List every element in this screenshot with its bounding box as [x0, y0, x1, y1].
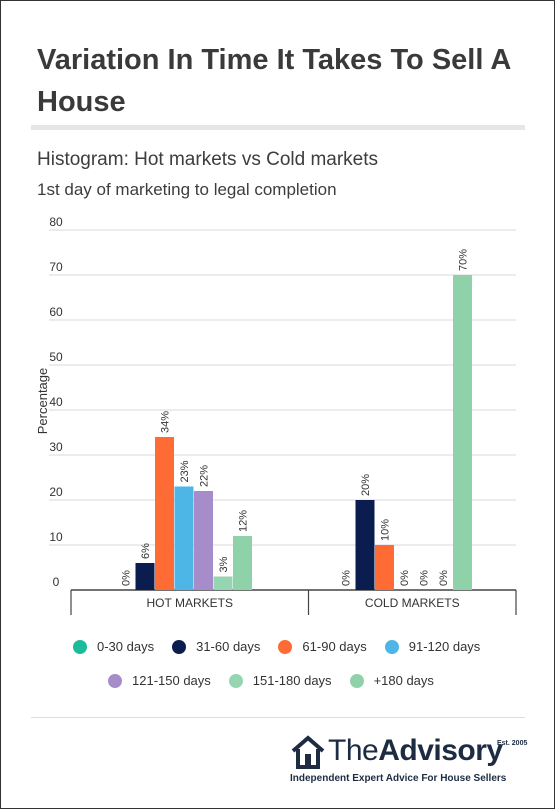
- legend-row-2: 121-150 days 151-180 days +180 days: [108, 673, 452, 688]
- brand-name-bold: Advisory: [378, 734, 503, 767]
- y-tick-label: 80: [49, 215, 63, 229]
- brand-tagline: Independent Expert Advice For House Sell…: [290, 773, 507, 784]
- legend-swatch: [172, 639, 187, 654]
- title-divider: [31, 125, 525, 130]
- legend-label: 0-30 days: [97, 639, 155, 654]
- legend-swatch: [73, 639, 87, 654]
- legend-swatch: [108, 673, 122, 688]
- legend-label: 61-90 days: [302, 639, 367, 654]
- data-label: 0%: [419, 570, 431, 586]
- y-tick-label: 70: [49, 260, 63, 274]
- y-tick-label: 40: [49, 395, 63, 409]
- legend-swatch: [349, 673, 364, 688]
- histogram-chart: 0 10 20 30 40 50 60 70 80 Percentage 0% 6% 34% 23% 22%…: [35, 215, 517, 615]
- legend-item: 0-30 days: [73, 639, 154, 654]
- data-label: 0%: [341, 570, 353, 586]
- bar: [174, 486, 194, 590]
- chart-title: Variation In Time It Takes To Sell A Hou…: [37, 44, 511, 118]
- data-label: 10%: [380, 519, 392, 541]
- brand-name: TheAdvisory: [328, 734, 503, 768]
- data-label: 0%: [121, 570, 133, 586]
- data-label: 0%: [438, 570, 450, 586]
- bar: [233, 536, 252, 590]
- legend-label: 31-60 days: [196, 639, 261, 654]
- data-label: 22%: [199, 465, 211, 487]
- legend-label: 121-150 days: [132, 673, 211, 688]
- brand-established: Est. 2005: [497, 740, 528, 747]
- bar: [213, 576, 233, 590]
- legend-item: 91-120 days: [384, 639, 481, 654]
- bar: [355, 500, 375, 590]
- legend-label: +180 days: [373, 673, 434, 688]
- legend-item: +180 days: [349, 673, 434, 688]
- data-label: 20%: [360, 474, 372, 496]
- bar: [155, 437, 174, 590]
- chart-subtitle-secondary: 1st day of marketing to legal completion: [37, 180, 337, 199]
- data-label: 23%: [179, 460, 191, 482]
- y-tick-label: 10: [49, 530, 63, 544]
- legend-item: 61-90 days: [278, 639, 367, 654]
- legend-label: 151-180 days: [252, 673, 332, 688]
- bar: [375, 545, 394, 590]
- data-label: 3%: [218, 556, 230, 572]
- data-label: 6%: [140, 543, 152, 559]
- brand-name-light: The: [328, 734, 379, 767]
- legend-item: 31-60 days: [172, 639, 260, 654]
- legend-row-1: 0-30 days 31-60 days 61-90 days 91-120 days: [73, 639, 498, 654]
- legend-swatch: [278, 639, 293, 654]
- y-tick-label: 60: [49, 305, 63, 319]
- brand-logo: TheAdvisory Est. 2005 Independent Expert…: [290, 734, 530, 789]
- legend-swatch: [228, 673, 243, 688]
- y-tick-label: 20: [49, 485, 63, 499]
- chart-subtitle: Histogram: Hot markets vs Cold markets: [37, 149, 379, 170]
- data-label: 0%: [399, 570, 411, 586]
- data-label: 34%: [160, 411, 172, 433]
- footer-divider: [31, 717, 525, 718]
- y-tick-label: 0: [53, 575, 60, 589]
- y-tick-label: 50: [49, 350, 63, 364]
- data-label: 12%: [238, 510, 250, 532]
- data-label: 70%: [458, 249, 470, 271]
- y-tick-label: 30: [49, 440, 63, 454]
- bar: [135, 563, 155, 590]
- bar: [194, 491, 213, 590]
- bar: [453, 275, 472, 590]
- legend-label: 91-120 days: [408, 639, 481, 654]
- x-category-label: HOT MARKETS: [147, 596, 233, 610]
- legend-item: 121-150 days: [108, 673, 211, 688]
- legend-item: 151-180 days: [228, 673, 332, 688]
- house-icon: [291, 735, 325, 769]
- y-axis-label: Percentage: [35, 368, 50, 435]
- legend-swatch: [384, 639, 399, 654]
- x-category-label: COLD MARKETS: [365, 596, 460, 610]
